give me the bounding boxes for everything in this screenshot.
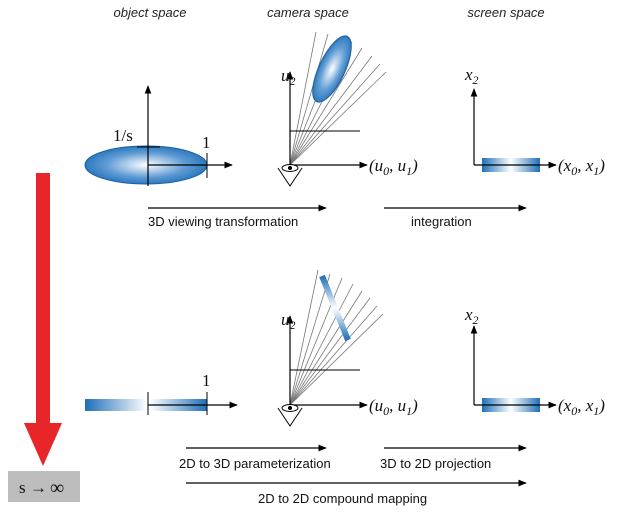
- limit-indicator: s → ∞: [8, 173, 80, 502]
- bottom-camera-space: u2 (u0, u1): [277, 269, 418, 427]
- top-camera-space: u2 (u0, u1): [277, 31, 418, 187]
- top-unit-label: 1: [202, 133, 211, 152]
- top-screen-x0x1-label: (x0, x1): [558, 156, 605, 178]
- limit-s-label: s: [19, 478, 26, 497]
- bottom-step2-caption: 3D to 2D projection: [380, 456, 491, 471]
- bottom-unit-label: 1: [202, 371, 211, 390]
- top-step2-caption: integration: [411, 214, 472, 229]
- bottom-camera-u2-label: u2: [281, 310, 296, 332]
- header-camera-space: camera space: [267, 5, 349, 20]
- limit-infinity-symbol: ∞: [50, 477, 64, 499]
- limit-arrow-symbol: →: [30, 478, 47, 497]
- bottom-screen-space: x2 (x0, x1): [464, 305, 605, 418]
- bottom-camera-rays: [289, 269, 384, 406]
- top-camera-u0u1-label: (u0, u1): [369, 156, 418, 178]
- bottom-footprint-left: [85, 399, 147, 411]
- bottom-object-space: 1: [85, 371, 238, 415]
- bottom-screen-x2-label: x2: [464, 305, 479, 327]
- top-camera-u2-label: u2: [281, 66, 296, 88]
- header-object-space: object space: [114, 5, 187, 20]
- limit-arrow-shaft: [36, 173, 50, 425]
- top-screen-space: x2 (x0, x1): [464, 65, 605, 178]
- top-screen-x2-label: x2: [464, 65, 479, 87]
- top-camera-pupil: [288, 166, 292, 170]
- header-screen-space: screen space: [467, 5, 544, 20]
- bottom-screen-x0x1-label: (x0, x1): [558, 396, 605, 418]
- top-object-space: 1/s 1: [84, 85, 233, 186]
- compound-mapping-caption: 2D to 2D compound mapping: [258, 491, 427, 506]
- bottom-camera-u0u1-label: (u0, u1): [369, 396, 418, 418]
- top-scale-label: 1/s: [113, 126, 133, 145]
- bottom-camera-frustum-icon: [277, 407, 303, 427]
- top-camera-frustum-icon: [277, 167, 303, 187]
- bottom-camera-pupil: [288, 406, 292, 410]
- top-camera-ellipse: [312, 35, 352, 103]
- bottom-camera-footprint: [319, 274, 351, 342]
- limit-box: [8, 471, 80, 502]
- top-step1-caption: 3D viewing transformation: [148, 214, 298, 229]
- limit-arrow-head: [24, 423, 62, 466]
- bottom-step1-caption: 2D to 3D parameterization: [179, 456, 331, 471]
